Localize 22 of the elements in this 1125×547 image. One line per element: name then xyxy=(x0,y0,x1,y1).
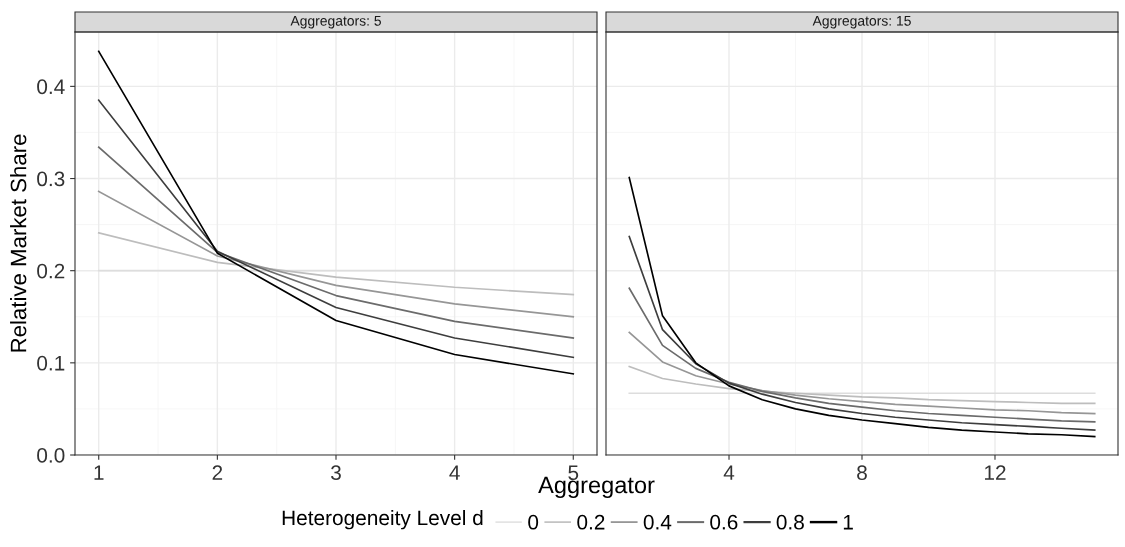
y-tick-label: 0.3 xyxy=(37,171,65,187)
y-tick-label: 0.1 xyxy=(37,355,65,371)
legend-title: Heterogeneity Level d xyxy=(282,509,483,530)
x-tick-label: 1 xyxy=(94,465,104,480)
y-tick-label: 0.0 xyxy=(37,448,65,463)
x-tick-label: 3 xyxy=(331,465,341,481)
x-tick-label: 12 xyxy=(984,465,1006,480)
chart-title: Aggregators: 5 xyxy=(290,16,381,29)
x-tick-label: 4 xyxy=(723,465,735,480)
y-tick-label: 0.4 xyxy=(37,79,65,95)
legend-label: 0.2 xyxy=(577,514,605,530)
chart-title: Aggregators: 15 xyxy=(812,16,911,29)
x-tick-label: 8 xyxy=(857,465,867,481)
x-tick-label: 2 xyxy=(212,465,223,480)
legend-label: 0.4 xyxy=(643,514,672,530)
legend-label: 0.8 xyxy=(776,514,804,530)
y-axis-title: Relative Market Share xyxy=(10,134,27,352)
legend-label: 0 xyxy=(528,514,539,530)
legend-label: 1 xyxy=(843,515,853,530)
legend-label: 0.6 xyxy=(710,514,738,530)
y-tick-label: 0.2 xyxy=(37,263,65,279)
x-tick-label: 4 xyxy=(449,465,460,480)
